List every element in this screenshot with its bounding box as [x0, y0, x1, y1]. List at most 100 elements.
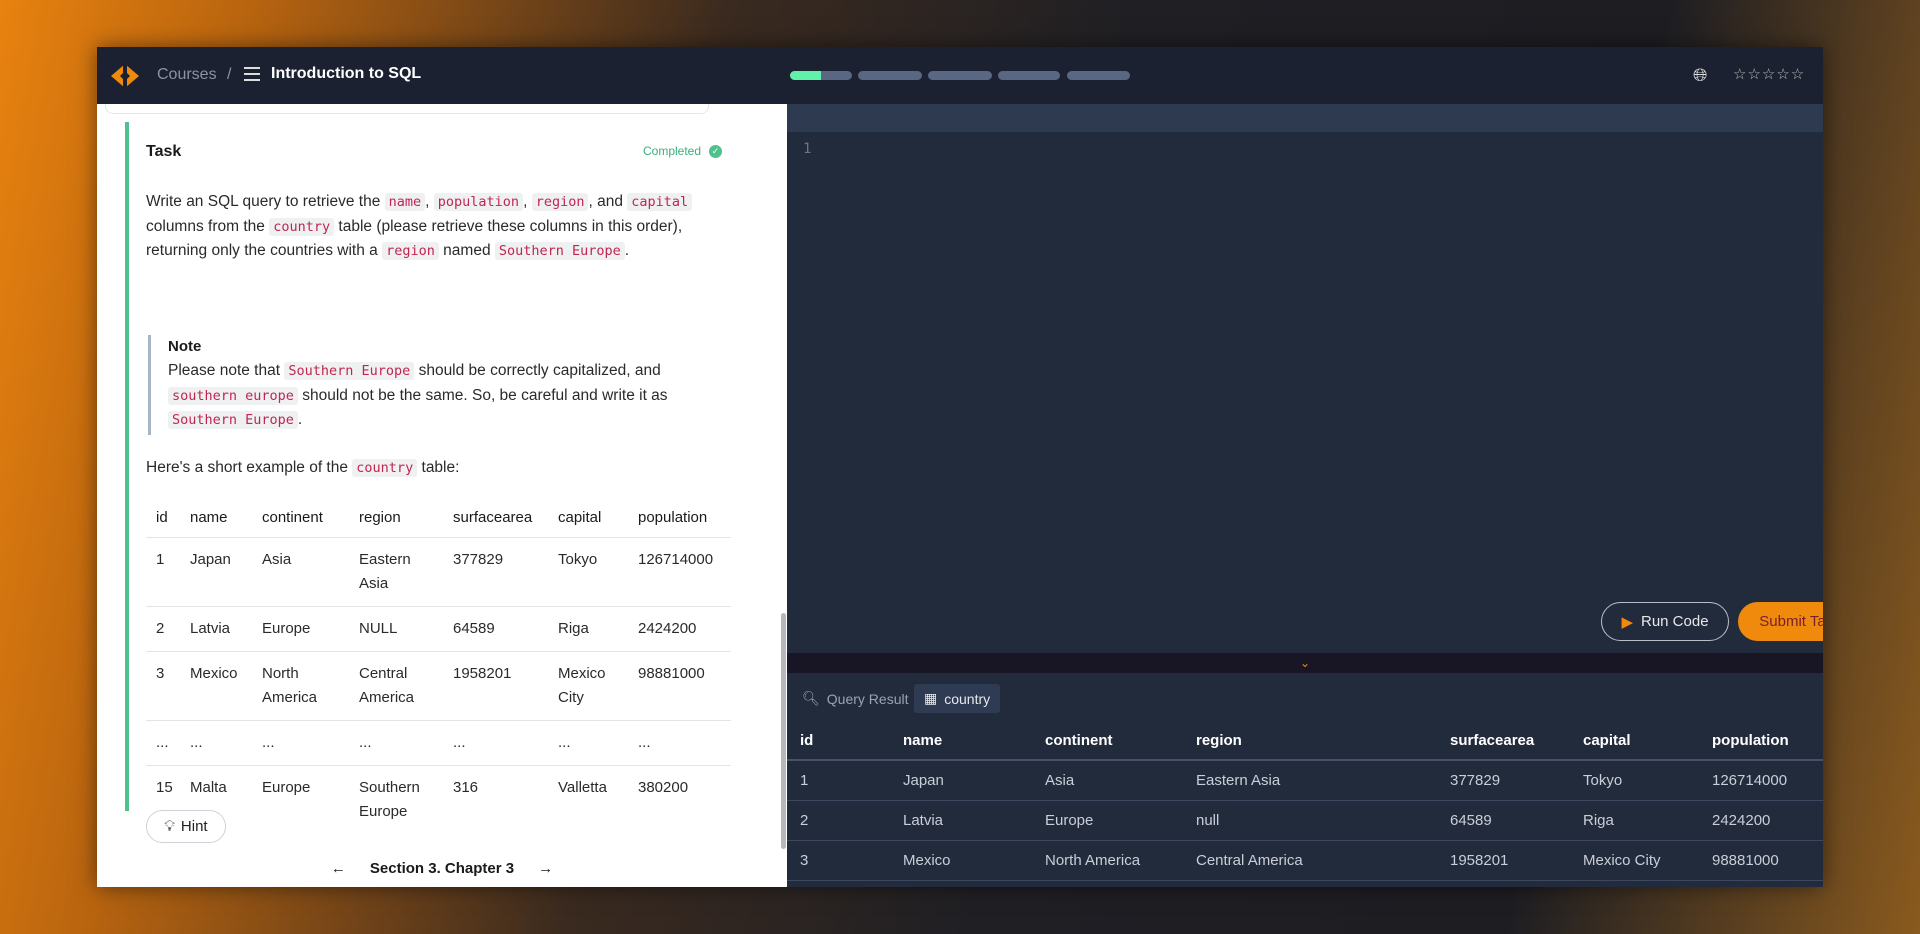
table-row: 1 Japan Asia Eastern Asia 377829 Tokyo 1267140… — [146, 536, 731, 606]
text-run: columns from the — [146, 217, 270, 235]
hint-button[interactable]: 💡︎ Hint — [146, 810, 226, 843]
inline-code: region — [531, 193, 589, 211]
table-cell: Mexico City — [1570, 840, 1699, 881]
globe-icon[interactable]: 🌐︎ — [1693, 65, 1708, 85]
previous-card — [105, 104, 709, 114]
table-cell: Mexico — [890, 840, 1032, 881]
note-block: Note Please note that Southern Europe sh… — [148, 335, 708, 435]
table-row: 1 Japan Asia Eastern Asia 377829 Tokyo 1267140… — [787, 760, 1823, 801]
chapter-nav: ← Section 3. Chapter 3 → — [97, 860, 787, 877]
table-cell: ... — [443, 719, 548, 765]
text-run: Here's a short example of the — [146, 459, 353, 476]
table-cell: 377829 — [443, 536, 548, 606]
status-text: Completed — [643, 144, 702, 158]
column-header: region — [1183, 721, 1437, 761]
table-cell: Central America — [1183, 840, 1437, 881]
table-cell: Asia — [252, 536, 349, 606]
result-table: id name continent region surfacearea capital p… — [787, 721, 1823, 881]
text-run: , — [523, 193, 532, 210]
table-cell: ... — [252, 719, 349, 765]
submit-task-button[interactable]: Submit Task — [1738, 602, 1823, 641]
scrollbar[interactable] — [781, 613, 786, 849]
task-description: Write an SQL query to retrieve the name,… — [146, 190, 736, 264]
table-cell: 126714000 — [628, 536, 731, 606]
table-cell: NULL — [349, 605, 443, 651]
table-cell: ... — [548, 719, 628, 765]
table-cell: 3 — [787, 840, 890, 881]
table-cell: Mexico City — [548, 650, 628, 720]
table-cell: 1958201 — [443, 650, 548, 720]
course-title[interactable]: Introduction to SQL — [271, 65, 422, 82]
table-cell: Valletta — [548, 764, 628, 834]
text-run: table (please retrieve these columns in … — [146, 217, 683, 260]
tab-country[interactable]: ▦ country — [914, 684, 1001, 713]
table-cell: Tokyo — [1570, 760, 1699, 801]
table-cell: Europe — [1032, 800, 1183, 841]
tab-query-result[interactable]: 🔍︎ Query Result — [792, 684, 918, 713]
table-cell: 2 — [787, 800, 890, 841]
task-panel: Task Completed ✓ Write an SQL query to re… — [97, 104, 787, 887]
column-header: id — [787, 721, 890, 761]
table-cell: Europe — [252, 764, 349, 834]
lightbulb-icon: 💡︎ — [164, 818, 175, 835]
table-row: 2 Latvia Europe NULL 64589 Riga 2424200 — [146, 605, 731, 651]
note-text: Please note that Southern Europe should … — [168, 359, 708, 433]
table-cell: 1 — [146, 536, 180, 606]
column-header: surfacearea — [453, 509, 533, 527]
logo-icon[interactable] — [109, 63, 141, 89]
table-cell: 1958201 — [1437, 840, 1570, 881]
hint-label: Hint — [180, 818, 208, 835]
table-cell: Eastern Asia — [349, 536, 443, 606]
rating-stars[interactable]: ☆☆☆☆☆ — [1733, 66, 1806, 83]
text-run: . — [297, 411, 303, 428]
next-arrow-icon[interactable]: → — [538, 860, 554, 877]
run-label: Run Code — [1641, 613, 1709, 630]
table-cell: 98881000 — [1699, 840, 1823, 881]
table-row: ..................... — [146, 719, 731, 765]
table-cell: Latvia — [890, 800, 1032, 841]
text-run: table: — [417, 459, 460, 476]
column-header: capital — [558, 509, 602, 527]
table-cell: Riga — [1570, 800, 1699, 841]
column-header: region — [359, 509, 401, 527]
table-cell: Mexico — [180, 650, 252, 720]
play-icon: ▶ — [1621, 613, 1633, 631]
table-cell: Malta — [180, 764, 252, 834]
table-cell: 126714000 — [1699, 760, 1823, 801]
text-run: , and — [588, 193, 628, 210]
table-row: 3 Mexico North America Central America 19582… — [787, 840, 1823, 881]
table-cell: Latvia — [180, 605, 252, 651]
task-heading: Task — [146, 143, 182, 160]
menu-icon[interactable] — [244, 67, 260, 81]
table-cell: 98881000 — [628, 650, 731, 720]
table-cell: Central America — [349, 650, 443, 720]
inline-code: southern europe — [168, 386, 298, 405]
table-cell: Asia — [1032, 760, 1183, 801]
table-icon: ▦ — [924, 690, 938, 706]
panel-resize-handle[interactable]: ⌄ — [787, 653, 1823, 673]
table-cell: 2424200 — [1699, 800, 1823, 841]
table-cell: Riga — [548, 605, 628, 651]
column-header: continent — [262, 509, 323, 527]
column-header: name — [890, 721, 1032, 761]
example-table: id name continent region surfacearea capital p… — [146, 499, 731, 834]
prev-arrow-icon[interactable]: ← — [330, 860, 346, 877]
text-run: named — [438, 242, 495, 259]
editor-panel: 1 +G ▶Run Code Submit Task ⟳ ⌄ 🔍︎Query R… — [787, 104, 1823, 887]
line-number: 1 — [803, 141, 812, 157]
table-cell: ... — [146, 719, 180, 765]
breadcrumb-separator: / — [227, 66, 232, 83]
table-cell: North America — [1032, 840, 1183, 881]
inline-code: region — [382, 242, 439, 260]
text-run: , — [425, 193, 434, 210]
run-code-button[interactable]: ▶ Run Code — [1601, 602, 1729, 641]
progress-segment-3 — [928, 71, 992, 80]
task-accent-bar — [125, 122, 129, 811]
note-heading: Note — [168, 338, 202, 355]
table-cell: Eastern Asia — [1183, 760, 1437, 801]
inline-code: Southern Europe — [168, 411, 298, 429]
table-cell: Japan — [890, 760, 1032, 801]
breadcrumb-courses[interactable]: Courses — [157, 66, 217, 83]
chevron-down-icon[interactable]: ⌄ — [1299, 656, 1311, 670]
table-cell: Europe — [252, 605, 349, 651]
